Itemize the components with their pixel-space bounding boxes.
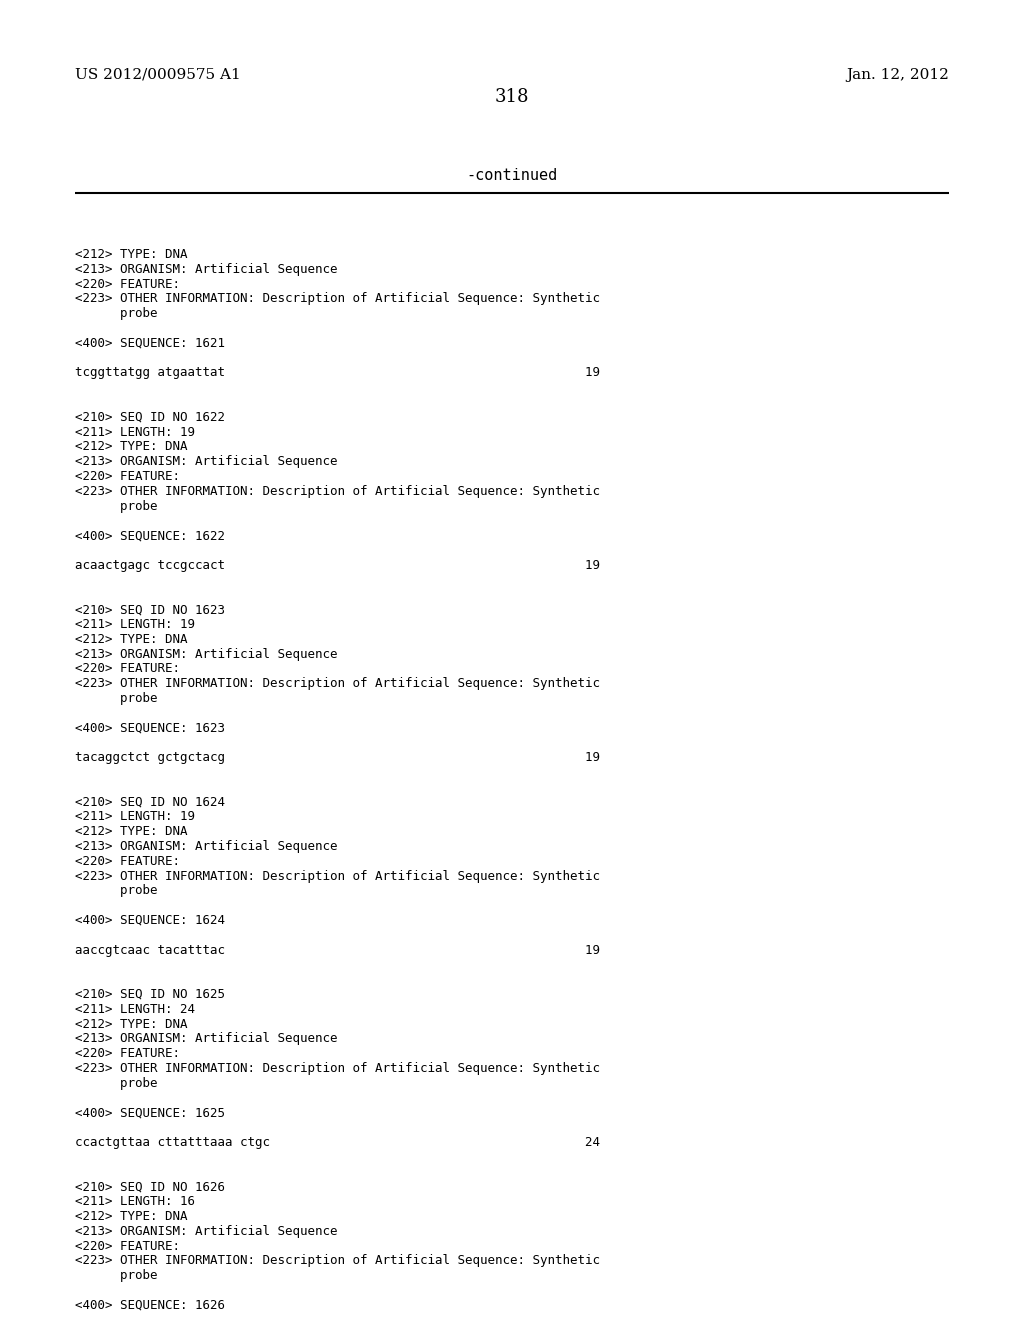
Text: <220> FEATURE:: <220> FEATURE: xyxy=(75,277,180,290)
Text: probe: probe xyxy=(75,884,158,898)
Text: <213> ORGANISM: Artificial Sequence: <213> ORGANISM: Artificial Sequence xyxy=(75,648,338,660)
Text: <212> TYPE: DNA: <212> TYPE: DNA xyxy=(75,825,187,838)
Text: <210> SEQ ID NO 1626: <210> SEQ ID NO 1626 xyxy=(75,1180,225,1193)
Text: <212> TYPE: DNA: <212> TYPE: DNA xyxy=(75,441,187,453)
Text: <400> SEQUENCE: 1626: <400> SEQUENCE: 1626 xyxy=(75,1299,225,1312)
Text: <213> ORGANISM: Artificial Sequence: <213> ORGANISM: Artificial Sequence xyxy=(75,1225,338,1238)
Text: <220> FEATURE:: <220> FEATURE: xyxy=(75,1239,180,1253)
Text: <400> SEQUENCE: 1624: <400> SEQUENCE: 1624 xyxy=(75,913,225,927)
Text: <212> TYPE: DNA: <212> TYPE: DNA xyxy=(75,1210,187,1224)
Text: <210> SEQ ID NO 1623: <210> SEQ ID NO 1623 xyxy=(75,603,225,616)
Text: <213> ORGANISM: Artificial Sequence: <213> ORGANISM: Artificial Sequence xyxy=(75,840,338,853)
Text: <223> OTHER INFORMATION: Description of Artificial Sequence: Synthetic: <223> OTHER INFORMATION: Description of … xyxy=(75,677,600,690)
Text: <400> SEQUENCE: 1622: <400> SEQUENCE: 1622 xyxy=(75,529,225,543)
Text: <212> TYPE: DNA: <212> TYPE: DNA xyxy=(75,1018,187,1031)
Text: <212> TYPE: DNA: <212> TYPE: DNA xyxy=(75,248,187,261)
Text: probe: probe xyxy=(75,499,158,512)
Text: <210> SEQ ID NO 1625: <210> SEQ ID NO 1625 xyxy=(75,987,225,1001)
Text: <223> OTHER INFORMATION: Description of Artificial Sequence: Synthetic: <223> OTHER INFORMATION: Description of … xyxy=(75,484,600,498)
Text: <211> LENGTH: 24: <211> LENGTH: 24 xyxy=(75,1003,195,1016)
Text: <400> SEQUENCE: 1625: <400> SEQUENCE: 1625 xyxy=(75,1106,225,1119)
Text: <220> FEATURE:: <220> FEATURE: xyxy=(75,1047,180,1060)
Text: acaactgagc tccgccact                                                19: acaactgagc tccgccact 19 xyxy=(75,558,600,572)
Text: ccactgttaa cttatttaaa ctgc                                          24: ccactgttaa cttatttaaa ctgc 24 xyxy=(75,1137,600,1148)
Text: <220> FEATURE:: <220> FEATURE: xyxy=(75,663,180,676)
Text: <220> FEATURE:: <220> FEATURE: xyxy=(75,470,180,483)
Text: <211> LENGTH: 16: <211> LENGTH: 16 xyxy=(75,1195,195,1208)
Text: <213> ORGANISM: Artificial Sequence: <213> ORGANISM: Artificial Sequence xyxy=(75,455,338,469)
Text: probe: probe xyxy=(75,692,158,705)
Text: probe: probe xyxy=(75,308,158,321)
Text: <223> OTHER INFORMATION: Description of Artificial Sequence: Synthetic: <223> OTHER INFORMATION: Description of … xyxy=(75,1254,600,1267)
Text: <211> LENGTH: 19: <211> LENGTH: 19 xyxy=(75,618,195,631)
Text: <211> LENGTH: 19: <211> LENGTH: 19 xyxy=(75,810,195,824)
Text: tcggttatgg atgaattat                                                19: tcggttatgg atgaattat 19 xyxy=(75,367,600,379)
Text: <213> ORGANISM: Artificial Sequence: <213> ORGANISM: Artificial Sequence xyxy=(75,263,338,276)
Text: probe: probe xyxy=(75,1270,158,1282)
Text: <213> ORGANISM: Artificial Sequence: <213> ORGANISM: Artificial Sequence xyxy=(75,1032,338,1045)
Text: -continued: -continued xyxy=(466,168,558,183)
Text: <223> OTHER INFORMATION: Description of Artificial Sequence: Synthetic: <223> OTHER INFORMATION: Description of … xyxy=(75,293,600,305)
Text: probe: probe xyxy=(75,1077,158,1090)
Text: Jan. 12, 2012: Jan. 12, 2012 xyxy=(846,69,949,82)
Text: <220> FEATURE:: <220> FEATURE: xyxy=(75,855,180,867)
Text: <400> SEQUENCE: 1623: <400> SEQUENCE: 1623 xyxy=(75,722,225,735)
Text: tacaggctct gctgctacg                                                19: tacaggctct gctgctacg 19 xyxy=(75,751,600,764)
Text: <223> OTHER INFORMATION: Description of Artificial Sequence: Synthetic: <223> OTHER INFORMATION: Description of … xyxy=(75,870,600,883)
Text: <210> SEQ ID NO 1624: <210> SEQ ID NO 1624 xyxy=(75,796,225,809)
Text: <211> LENGTH: 19: <211> LENGTH: 19 xyxy=(75,425,195,438)
Text: <212> TYPE: DNA: <212> TYPE: DNA xyxy=(75,632,187,645)
Text: <223> OTHER INFORMATION: Description of Artificial Sequence: Synthetic: <223> OTHER INFORMATION: Description of … xyxy=(75,1063,600,1074)
Text: 318: 318 xyxy=(495,88,529,106)
Text: US 2012/0009575 A1: US 2012/0009575 A1 xyxy=(75,69,241,82)
Text: <400> SEQUENCE: 1621: <400> SEQUENCE: 1621 xyxy=(75,337,225,350)
Text: aaccgtcaac tacatttac                                                19: aaccgtcaac tacatttac 19 xyxy=(75,944,600,957)
Text: <210> SEQ ID NO 1622: <210> SEQ ID NO 1622 xyxy=(75,411,225,424)
